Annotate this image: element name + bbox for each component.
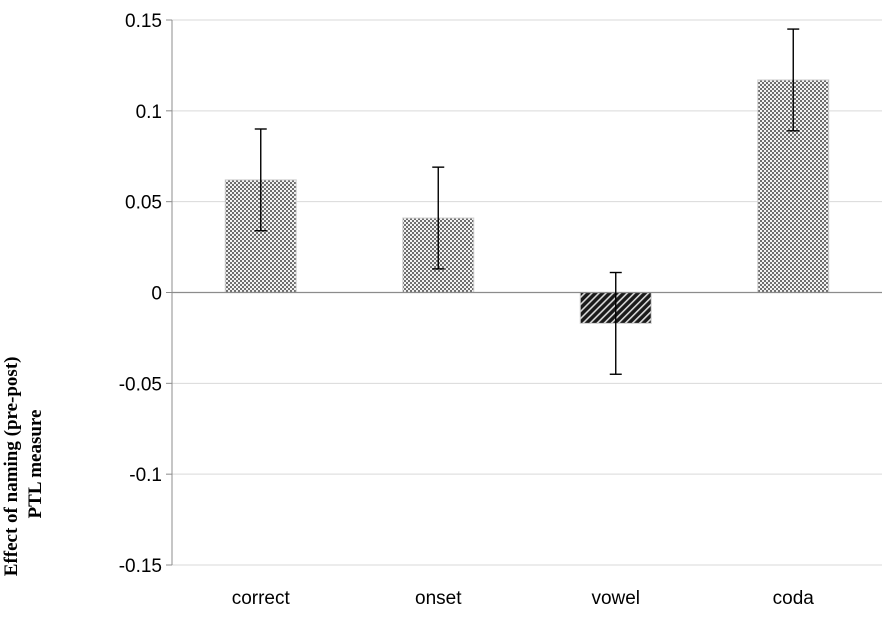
x-tick-label-coda: coda — [773, 588, 815, 609]
y-axis-label-line-2: PTL measure — [25, 410, 46, 519]
x-tick-label-onset: onset — [415, 588, 462, 609]
x-tick-label-correct: correct — [232, 588, 291, 609]
y-axis-label-line-1: Effect of naming (pre-post) — [1, 357, 22, 577]
y-tick-label: 0.1 — [136, 102, 162, 123]
y-tick-label: 0.15 — [125, 11, 162, 32]
y-tick-label: 0 — [151, 284, 162, 305]
y-tick-label: -0.15 — [119, 556, 162, 577]
y-tick-label: 0.05 — [125, 193, 162, 214]
x-tick-label-vowel: vowel — [591, 588, 640, 609]
y-tick-label: -0.1 — [129, 465, 162, 486]
y-axis-label: Effect of naming (pre-post) PTL measure — [1, 352, 46, 576]
y-tick-label: -0.05 — [119, 374, 162, 395]
